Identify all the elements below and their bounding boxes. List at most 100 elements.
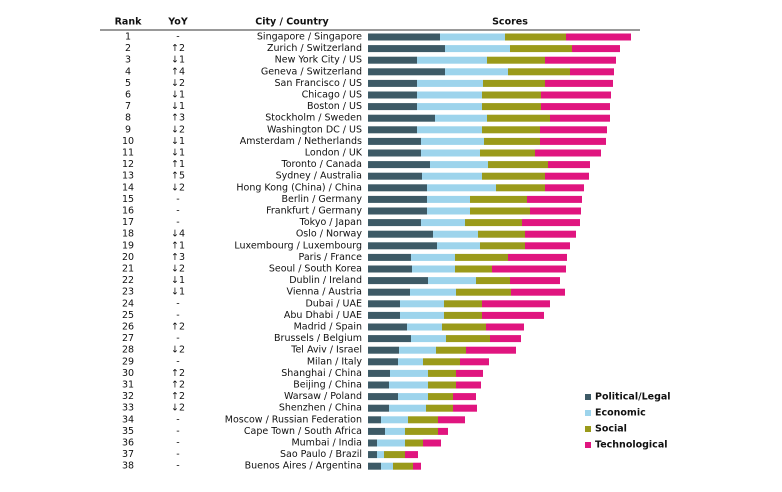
city: Abu Dhabi / UAE: [284, 310, 362, 321]
bar-segment: [510, 277, 560, 285]
bar-segment: [368, 393, 398, 401]
city: Shenzhen / China: [279, 403, 362, 414]
city: Cape Town / South Africa: [244, 426, 362, 437]
bar-segment: [368, 416, 381, 424]
bar-segment: [480, 149, 535, 157]
bar-segment: [407, 323, 442, 331]
rank: 27: [122, 333, 134, 344]
rank: 21: [122, 264, 134, 275]
rank: 35: [122, 426, 134, 437]
yoy: ↑3: [171, 252, 185, 263]
bar-segment: [368, 242, 437, 250]
yoy: ↑4: [171, 66, 185, 77]
yoy: ↓1: [171, 90, 185, 101]
rank: 36: [122, 438, 134, 449]
yoy: -: [176, 438, 179, 449]
city: Boston / US: [307, 101, 362, 112]
bar-segment: [368, 427, 385, 435]
bar-segment: [508, 253, 567, 261]
yoy: -: [176, 217, 179, 228]
yoy: ↓2: [171, 264, 185, 275]
bar-segment: [456, 288, 511, 296]
yoy: ↓1: [171, 148, 185, 159]
yoy: -: [176, 298, 179, 309]
rank: 11: [122, 148, 134, 159]
city: Beijing / China: [293, 380, 362, 391]
yoy: ↓2: [171, 182, 185, 193]
rank: 28: [122, 345, 134, 356]
city: Berlin / Germany: [282, 194, 363, 205]
bar-segment: [511, 288, 565, 296]
rank: 23: [122, 287, 134, 298]
bar-segment: [398, 393, 428, 401]
bar-segment: [421, 219, 465, 227]
bar-segment: [417, 91, 482, 99]
bar-segment: [444, 311, 482, 319]
bar-segment: [368, 172, 422, 180]
bar-segment: [540, 126, 607, 134]
bar-segment: [368, 68, 445, 76]
bar-segment: [427, 207, 470, 215]
city: Frankfurt / Germany: [266, 206, 362, 217]
bar-segment: [368, 335, 411, 343]
city: Geneva / Switzerland: [261, 66, 362, 77]
legend-label: Technological: [595, 440, 667, 451]
bar-segment: [411, 335, 446, 343]
bar-segment: [530, 207, 581, 215]
bar-segment: [393, 462, 413, 470]
bar-segment: [423, 439, 441, 447]
rank: 31: [122, 380, 134, 391]
bar-segment: [456, 369, 483, 377]
city: Singapore / Singapore: [257, 32, 362, 43]
city: Washington DC / US: [267, 124, 362, 135]
bar-segment: [411, 253, 455, 261]
rank: 25: [122, 310, 134, 321]
bar-segment: [368, 45, 445, 53]
bar-segment: [368, 149, 421, 157]
city: Paris / France: [299, 252, 363, 263]
rank: 33: [122, 403, 134, 414]
yoy: -: [176, 310, 179, 321]
bar-segment: [368, 277, 428, 285]
bar-segment: [480, 242, 525, 250]
rank: 8: [125, 113, 131, 124]
bar-segment: [548, 161, 590, 169]
bar-segment: [368, 311, 400, 319]
yoy: -: [176, 449, 179, 460]
bar-segment: [483, 79, 545, 87]
bar-segment: [377, 439, 405, 447]
legend-swatch: [585, 410, 591, 416]
rank: 7: [125, 101, 131, 112]
bar-segment: [527, 195, 582, 203]
yoy: ↓1: [171, 136, 185, 147]
bar-segment: [470, 195, 527, 203]
bar-segment: [545, 184, 584, 192]
city: Milan / Italy: [307, 356, 363, 367]
bar-segment: [428, 277, 476, 285]
bar-segment: [508, 68, 570, 76]
yoy: ↓2: [171, 124, 185, 135]
bar-segment: [368, 288, 410, 296]
bar-segment: [550, 114, 610, 122]
bar-segment: [399, 346, 436, 354]
yoy: -: [176, 461, 179, 472]
bar-segment: [410, 288, 456, 296]
bar-segment: [436, 346, 466, 354]
bar-segment: [482, 126, 540, 134]
bar-segment: [570, 68, 614, 76]
bar-segment: [426, 404, 453, 412]
city: Zurich / Switzerland: [267, 43, 362, 54]
rank: 18: [122, 229, 134, 240]
bar-segment: [368, 114, 435, 122]
city: Vienna / Austria: [287, 287, 362, 298]
legend-swatch: [585, 442, 591, 448]
city: Seoul / South Korea: [269, 264, 362, 275]
bar-segment: [525, 242, 570, 250]
rank: 15: [122, 194, 134, 205]
bar-segment: [417, 126, 482, 134]
city: Chicago / US: [302, 90, 362, 101]
bar-segment: [455, 253, 508, 261]
bar-segment: [545, 172, 589, 180]
rank: 10: [122, 136, 134, 147]
bar-segment: [368, 346, 399, 354]
